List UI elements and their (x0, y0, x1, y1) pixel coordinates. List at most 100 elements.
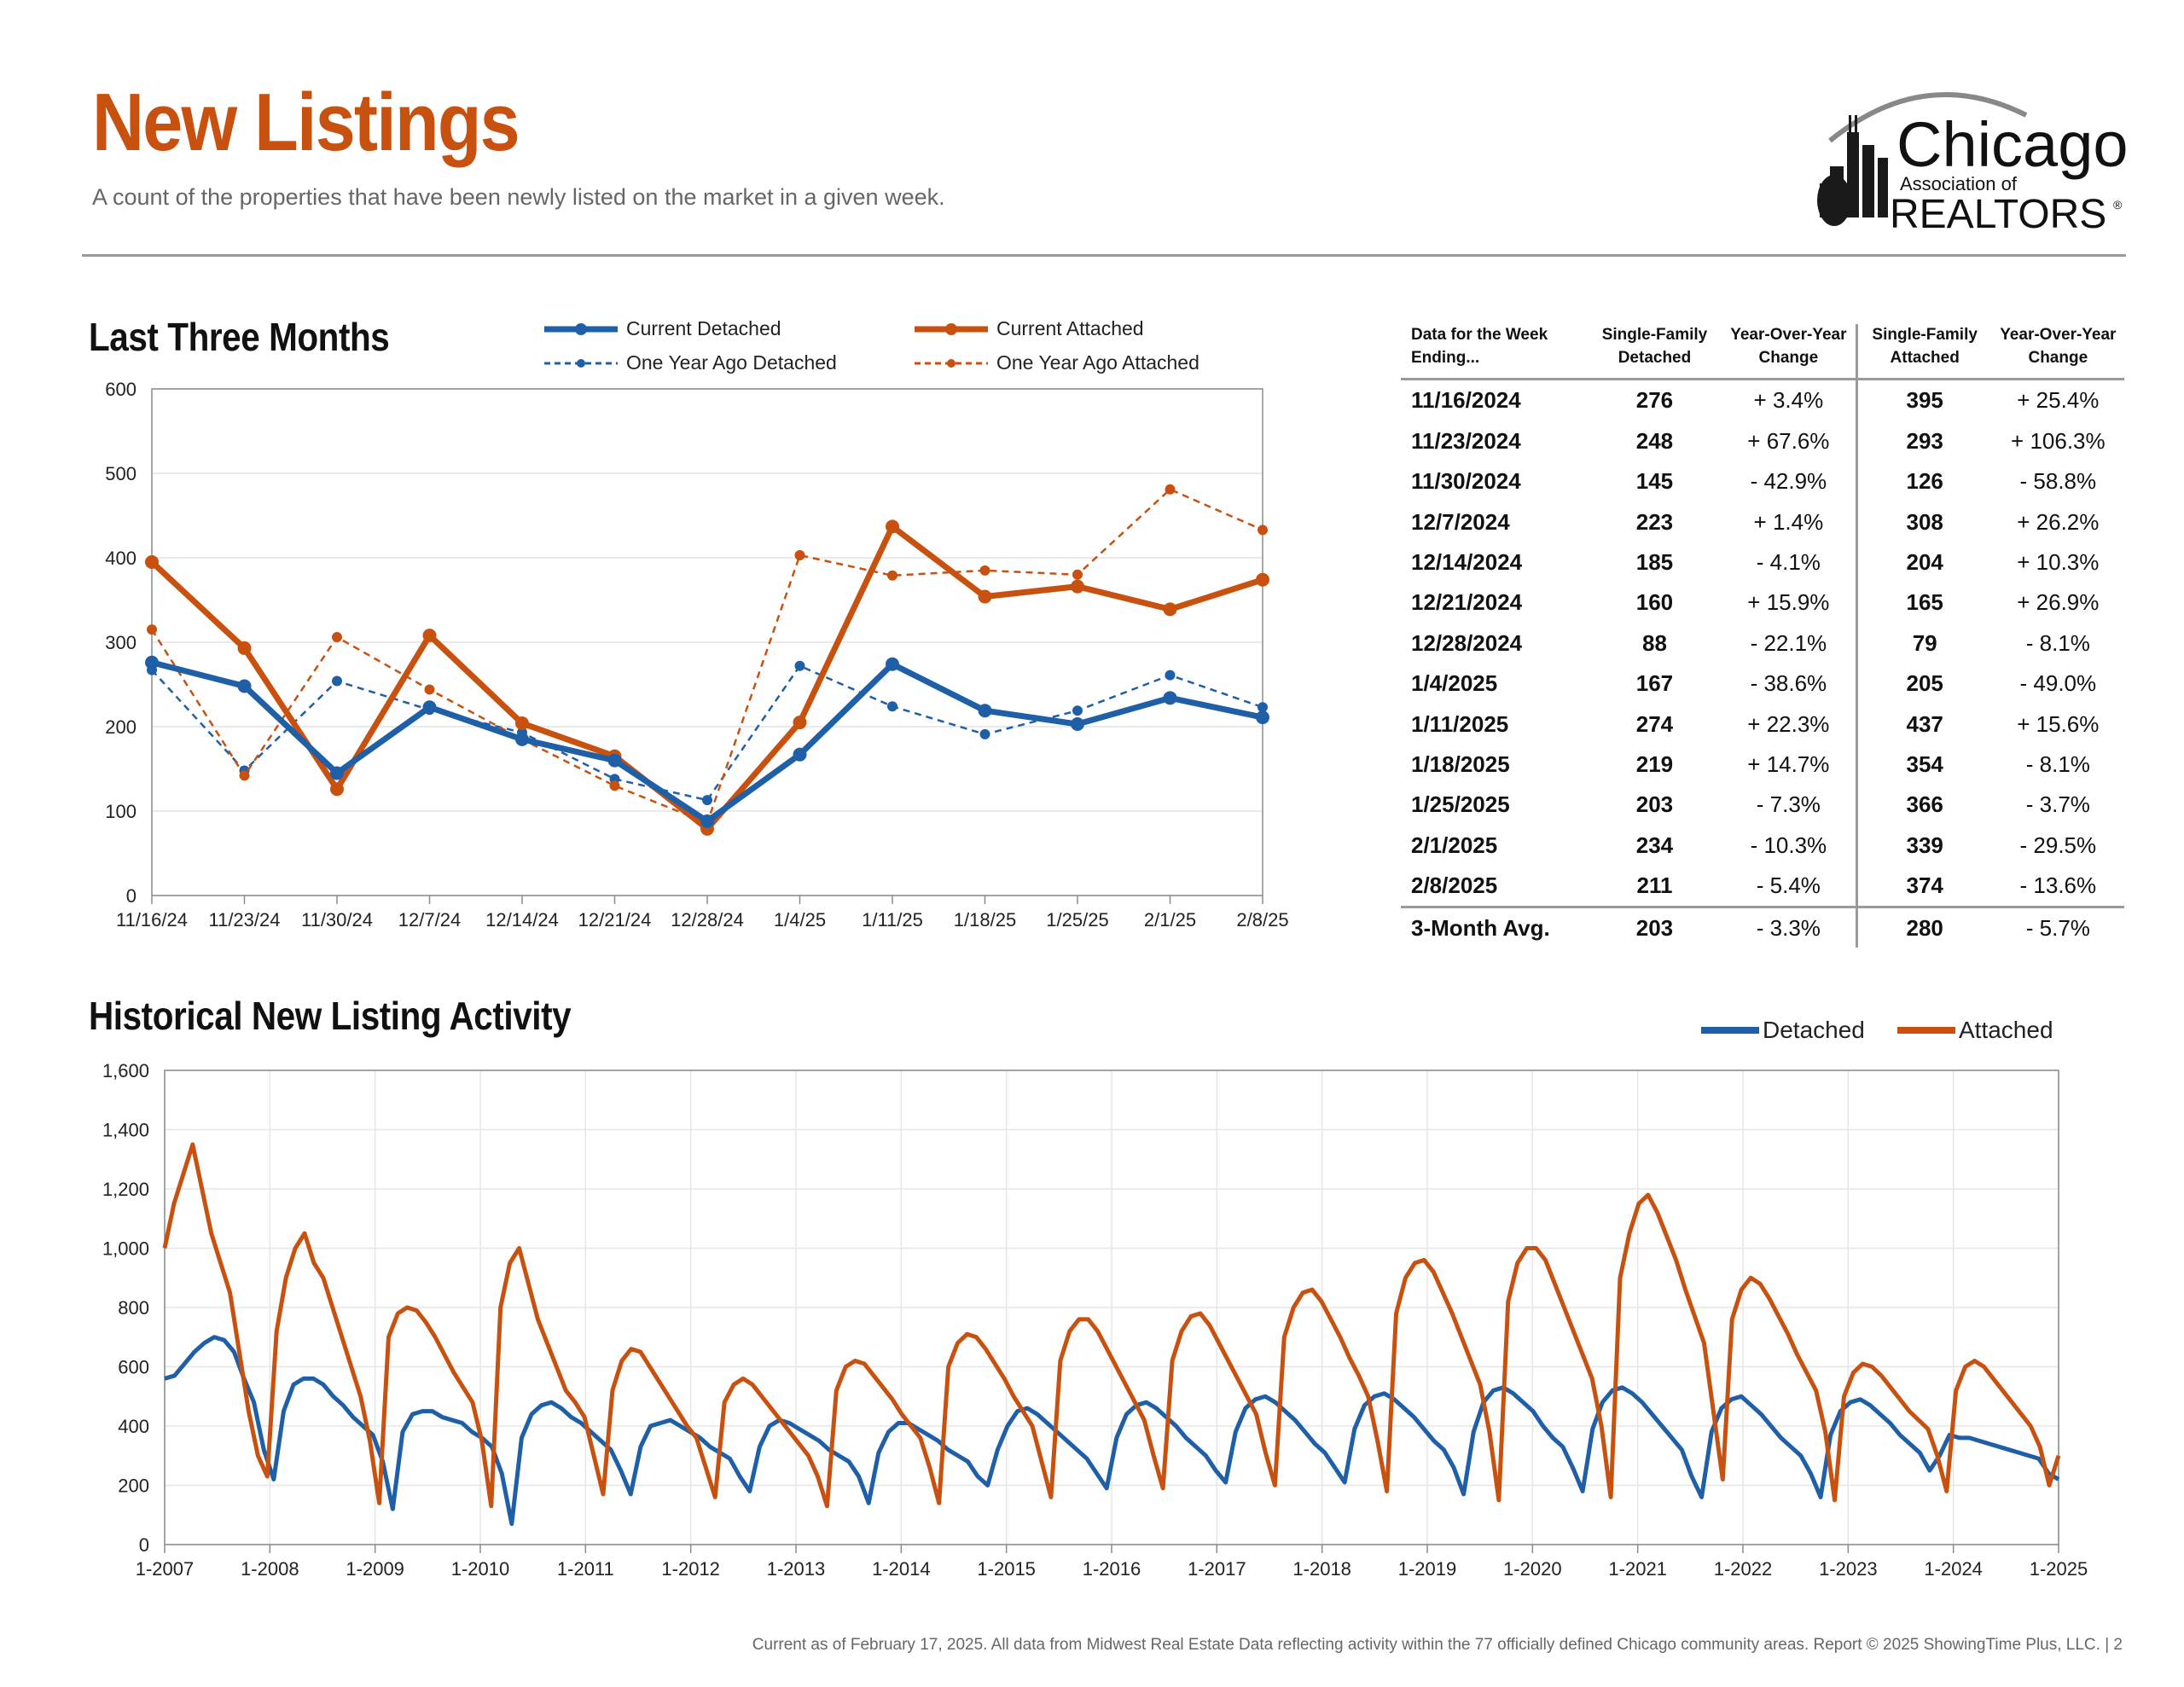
legend-hist-detached: Detached (1699, 1017, 1865, 1044)
data-point (422, 629, 437, 643)
header-attached: Single-Family Attached (1855, 324, 1992, 381)
data-point (332, 675, 342, 687)
cell-detached: 234 (1635, 832, 1674, 858)
x-tick-label: 11/23/24 (208, 909, 280, 930)
header-divider (82, 254, 2126, 257)
cell-week: 1/4/2025 (1411, 670, 1498, 697)
data-point (1163, 602, 1177, 617)
table-row: 1/18/2025 219 + 14.7% 354 - 8.1% (1401, 744, 2124, 786)
section-title-historical: Historical New Listing Activity (89, 994, 572, 1038)
x-tick-label: 2/1/25 (1144, 909, 1196, 930)
x-tick-label: 1-2011 (557, 1558, 614, 1580)
header-attached-change: Year-Over-Year Change (1991, 324, 2124, 381)
cell-attached: 205 (1855, 663, 1992, 704)
table-body: 11/16/2024 276 + 3.4% 395 + 25.4% 11/23/2024 2… (1401, 379, 2124, 948)
x-tick-label: 12/14/24 (485, 909, 559, 930)
cell-detached-change: - 4.1% (1756, 548, 1821, 575)
y-tick-label: 800 (118, 1297, 149, 1319)
legend-swatch-year-ago-detached (544, 358, 618, 368)
data-point (793, 747, 807, 762)
cell-detached-change: - 42.9% (1750, 468, 1827, 495)
cell-detached-change: + 22.3% (1747, 710, 1830, 737)
page-title: New Listings (92, 77, 520, 168)
data-point (332, 632, 342, 643)
y-tick-label: 100 (105, 801, 136, 822)
y-tick-label: 600 (105, 379, 136, 400)
cell-detached-change: - 38.6% (1750, 670, 1827, 697)
table-row: 1/25/2025 203 - 7.3% 366 - 3.7% (1401, 785, 2124, 826)
y-tick-label: 300 (105, 632, 136, 653)
table-row: 12/14/2024 185 - 4.1% 204 + 10.3% (1401, 542, 2124, 583)
y-tick-label: 0 (139, 1534, 149, 1556)
x-tick-label: 1/25/25 (1046, 909, 1108, 930)
cell-attached-change: + 25.4% (2017, 387, 2100, 414)
data-point (886, 657, 899, 671)
legend-year-ago-detached: One Year Ago Detached (543, 351, 837, 374)
cell-detached: 88 (1642, 629, 1667, 656)
data-point (1163, 691, 1177, 705)
cell-attached: 126 (1855, 461, 1992, 502)
data-point (979, 565, 990, 576)
x-tick-label: 1-2016 (1083, 1558, 1141, 1580)
section-title-last-three-months: Last Three Months (89, 315, 390, 359)
data-point (979, 728, 990, 739)
cell-attached-change: - 13.6% (2019, 872, 2097, 899)
logo-skyline-icon (1817, 115, 1888, 226)
x-tick-label: 11/30/24 (301, 909, 373, 930)
data-point (147, 624, 157, 635)
cell-attached-change: - 49.0% (2019, 670, 2097, 697)
legend-swatch-year-ago-attached (915, 358, 988, 368)
y-tick-label: 1,400 (102, 1120, 149, 1141)
x-tick-label: 11/16/24 (116, 909, 188, 930)
x-tick-label: 1/4/25 (774, 909, 826, 930)
cell-detached: 276 (1635, 387, 1674, 414)
cell-attached: 308 (1855, 501, 1992, 542)
cell-detached: 223 (1635, 508, 1674, 535)
cell-week: 11/23/2024 (1411, 427, 1521, 454)
data-point (1256, 572, 1269, 587)
cell-attached: 79 (1855, 623, 1992, 664)
cell-detached: 185 (1635, 548, 1674, 575)
series-line-current-attached (149, 523, 1264, 832)
cell-detached: 248 (1635, 427, 1674, 454)
data-point (793, 716, 807, 730)
cell-attached-change: - 5.7% (1991, 906, 2124, 948)
x-tick-label: 1-2025 (2030, 1558, 2088, 1580)
legend-label: One Year Ago Detached (626, 351, 837, 374)
cell-detached: 211 (1636, 872, 1673, 899)
cell-attached-change: - 8.1% (2025, 751, 2090, 777)
legend-swatch-hist-detached (1701, 1027, 1759, 1034)
cell-attached-change: - 58.8% (2019, 468, 2097, 495)
cell-detached: 219 (1635, 751, 1674, 777)
legend-current-detached: Current Detached (543, 317, 781, 340)
data-point (515, 732, 529, 746)
cell-attached: 339 (1855, 825, 1992, 866)
table-row: 12/28/2024 88 - 22.1% 79 - 8.1% (1401, 623, 2124, 664)
cell-week: 1/11/2025 (1411, 710, 1509, 737)
data-point (422, 700, 437, 715)
logo-name: Chicago (1896, 109, 2129, 180)
cell-attached: 204 (1855, 542, 1992, 583)
plot-frame (164, 1070, 2059, 1545)
data-point (887, 701, 897, 712)
y-tick-label: 400 (105, 548, 136, 569)
cell-attached-change: + 26.9% (2017, 589, 2100, 616)
logo-line3: REALTORS (1890, 192, 2106, 237)
cell-attached-change: - 3.7% (2025, 791, 2090, 818)
table-row: 1/4/2025 167 - 38.6% 205 - 49.0% (1401, 663, 2124, 704)
series-line-one-year-ago-attached (150, 488, 1263, 825)
data-point (239, 770, 250, 781)
cell-attached-change: + 26.2% (2017, 508, 2100, 535)
cell-attached-change: + 15.6% (2017, 710, 2100, 737)
chicago-realtors-logo: Chicago Association of REALTORS ® (1817, 92, 2129, 237)
cell-attached: 437 (1855, 704, 1992, 745)
cell-detached: 203 (1587, 906, 1722, 948)
legend-current-attached: Current Attached (913, 317, 1144, 340)
x-tick-label: 1-2021 (1608, 1558, 1667, 1580)
cell-week: 3-Month Avg. (1401, 906, 1588, 948)
x-tick-label: 1-2014 (872, 1558, 931, 1580)
cell-detached-change: - 22.1% (1750, 629, 1827, 656)
x-tick-label: 1-2017 (1188, 1558, 1246, 1580)
cell-attached: 293 (1855, 420, 1992, 461)
legend-hist-attached: Attached (1896, 1017, 2053, 1044)
